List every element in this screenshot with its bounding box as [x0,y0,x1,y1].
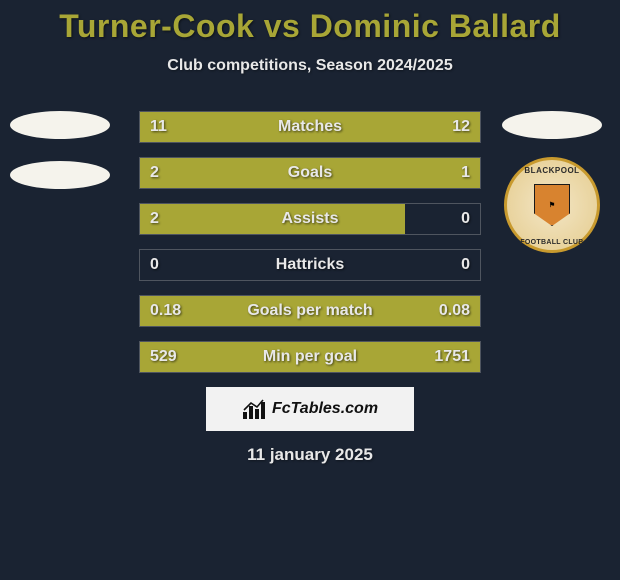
watermark: FcTables.com [206,387,414,431]
stat-value-left: 11 [150,118,167,136]
stat-value-left: 2 [150,164,159,182]
player-left-badge-group [10,111,110,189]
stat-label: Min per goal [263,348,357,366]
stat-bar: 2 1 Goals [139,157,481,189]
stats-column: 11 12 Matches 2 1 Goals 2 0 Assists 0 0 Hattricks 0.… [139,111,481,373]
fctables-logo-icon [242,398,268,420]
stat-bar: 529 1751 Min per goal [139,341,481,373]
chart-container: Turner-Cook vs Dominic Ballard Club comp… [0,0,620,580]
stat-value-left: 0 [150,256,159,274]
stat-value-right: 0 [461,256,470,274]
stat-label: Assists [282,210,339,228]
stat-value-left: 2 [150,210,159,228]
crest-shield-icon: ⚑ [534,184,570,226]
crest-bottom-text: FOOTBALL CLUB [520,239,583,246]
stat-value-right: 0.08 [439,302,470,320]
date-text: 11 january 2025 [247,445,373,465]
stat-value-left: 0.18 [150,302,181,320]
page-title: Turner-Cook vs Dominic Ballard [59,8,561,45]
badge-placeholder-icon [10,161,110,189]
bar-fill-left [140,204,405,234]
badge-placeholder-icon [10,111,110,139]
page-subtitle: Club competitions, Season 2024/2025 [167,57,452,75]
comparison-area: BLACKPOOL ⚑ FOOTBALL CLUB 11 12 Matches 2 1 G… [0,111,620,373]
badge-placeholder-icon [502,111,602,139]
crest-top-text: BLACKPOOL [524,166,579,175]
bar-fill-left [140,158,367,188]
stat-bar: 0 0 Hattricks [139,249,481,281]
stat-value-right: 0 [461,210,470,228]
stat-bar: 11 12 Matches [139,111,481,143]
stat-value-right: 1751 [434,348,470,366]
stat-bar: 2 0 Assists [139,203,481,235]
stat-label: Goals [288,164,332,182]
stat-value-right: 12 [452,118,470,136]
stat-label: Goals per match [247,302,372,320]
stat-bar: 0.18 0.08 Goals per match [139,295,481,327]
stat-label: Matches [278,118,342,136]
player-right-badge-group: BLACKPOOL ⚑ FOOTBALL CLUB [502,111,602,253]
watermark-text: FcTables.com [272,400,378,418]
stat-value-left: 529 [150,348,177,366]
stat-label: Hattricks [276,256,344,274]
stat-value-right: 1 [461,164,470,182]
club-crest-icon: BLACKPOOL ⚑ FOOTBALL CLUB [504,157,600,253]
